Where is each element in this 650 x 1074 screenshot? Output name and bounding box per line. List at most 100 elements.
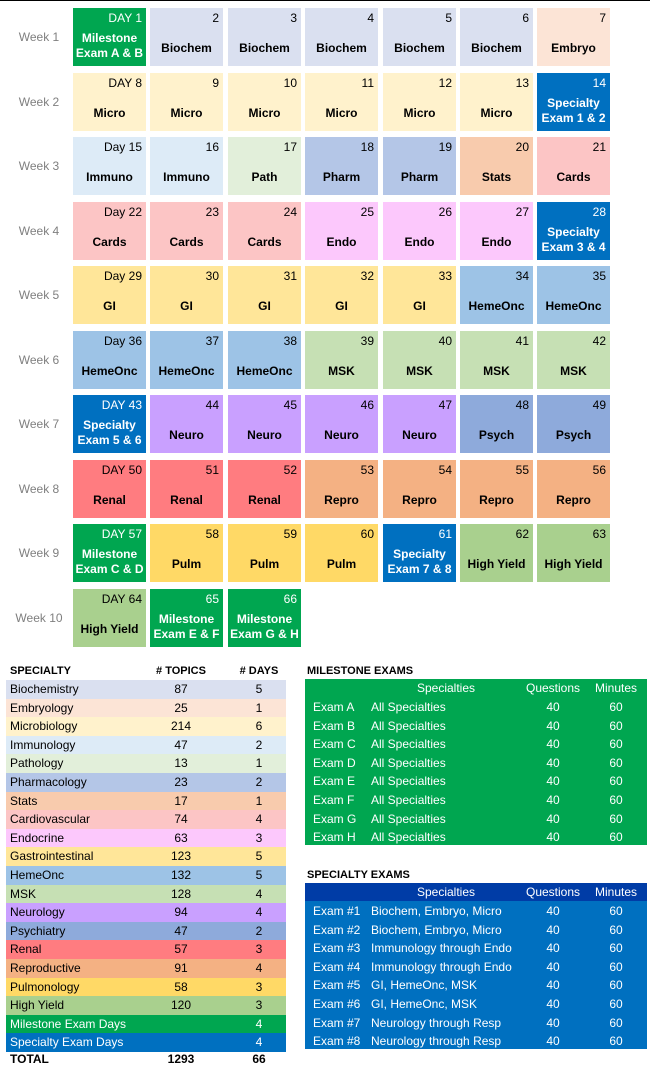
topic-count: 123 [170,849,192,864]
week-label: Week 5 [18,288,60,302]
calendar-day-cell: 19 Pharm [383,137,456,195]
exam-name: Exam H [313,830,356,845]
table-row: Exam H All Specialties 40 60 [305,828,647,847]
subject-label: Exam G & H [230,626,299,641]
calendar-day-cell: 55 Repro [460,459,533,518]
subject-label: MSK [328,363,355,378]
specialty-name: Reproductive [10,961,81,975]
day-number: 12 [438,75,452,90]
day-number: 19 [438,140,452,154]
calendar-day-cell: 63 High Yield [537,524,610,582]
exam-minutes: 60 [609,718,623,733]
exam-minutes: 60 [609,997,623,1011]
day-number: 26 [438,204,452,219]
calendar-day-cell: 45 Neuro [228,395,301,453]
subject-label: HemeOnc [545,299,602,313]
exam-questions: 40 [546,811,560,826]
subject-label: Cards [92,234,127,249]
calendar-day-cell: 49 Psych [537,395,610,453]
exam-name: Exam #7 [313,1015,361,1030]
day-number: 4 [367,11,374,25]
calendar-day-cell: 16 Immuno [150,137,223,195]
subject-label: Specialty [83,418,136,432]
table-row: Exam #1 Biochem, Embryo, Micro 40 60 [305,902,647,921]
header-topics: # TOPICS [156,665,206,677]
calendar-day-cell: 10 Micro [228,72,301,131]
header-specialty: SPECIALTY [10,665,71,677]
exam-questions: 40 [546,941,560,956]
subject-label: MSK [483,363,510,378]
topic-count: 13 [174,756,188,771]
subject-label: Cards [169,234,204,249]
subject-label: Specialty [547,95,600,110]
subject-label: Micro [480,105,513,120]
day-count: 4 [255,1016,263,1031]
milestone-exams-title: MILESTONE EXAMS [307,665,414,677]
subject-label: HemeOnc [236,363,293,378]
subject-label: Psych [555,428,592,442]
subject-label: Biochem [239,41,290,55]
day-number: 65 [205,591,219,606]
day-number: 23 [205,204,219,219]
exam-questions: 40 [546,774,560,789]
day-number: 39 [360,333,374,348]
calendar-day-cell: Day 15 Immuno [73,137,146,195]
table-row: Pathology 13 1 [6,754,286,773]
topic-count: 25 [174,700,188,715]
specialty-name: HemeOnc [10,868,65,882]
subject-label: Endo [326,234,357,249]
exam-questions: 40 [546,718,560,733]
day-count: 3 [255,942,263,957]
day-number: 47 [438,398,452,412]
day-number: DAY 1 [108,11,142,25]
table-row: Immunology 47 2 [6,735,286,755]
subject-label: Micro [93,105,126,120]
day-number: 41 [515,333,529,348]
topic-count: 63 [174,830,188,845]
calendar-day-cell: DAY 8 Micro [73,72,146,131]
day-number: 51 [205,462,219,477]
calendar-day-cell: 37 HemeOnc [150,330,223,389]
calendar-day-cell: 9 Micro [150,72,223,131]
subject-label: Repro [479,492,514,507]
day-number: Day 15 [103,140,142,154]
calendar-day-cell: 23 Cards [150,201,223,260]
day-number: 27 [515,204,529,219]
day-number: 40 [438,333,452,348]
calendar-day-cell: DAY 57 Milestone Exam C & D [73,524,146,582]
day-number: 58 [205,527,219,541]
day-number: 62 [515,527,529,541]
topic-count: 87 [174,682,188,696]
week-label: Week 2 [18,94,60,109]
table-row: Exam E All Specialties 40 60 [305,772,647,791]
exam-minutes: 60 [609,978,623,993]
calendar-day-cell: 26 Endo [383,201,456,260]
day-number: 35 [592,269,606,283]
day-number: 38 [283,333,297,348]
subject-label: Biochem [471,41,522,55]
specialty-name: High Yield [10,998,65,1013]
day-count: 1 [255,756,263,771]
calendar-day-cell: 53 Repro [305,459,378,518]
day-number: 30 [205,269,219,283]
calendar-day-cell: 58 Pulm [150,524,223,582]
table-row: High Yield 120 3 [6,996,286,1015]
subject-label: Micro [248,105,281,120]
calendar-day-cell: 3 Biochem [228,8,301,66]
milestone-exams-table: Specialties Questions Minutes Exam A All … [305,679,647,845]
calendar-day-cell: 38 HemeOnc [228,330,301,389]
day-number: 37 [205,333,219,348]
exam-minutes: 60 [609,922,623,937]
exam-name: Exam #4 [313,959,361,974]
table-row: Reproductive 91 4 [6,959,286,978]
day-number: Day 22 [103,204,142,219]
subject-label: Renal [93,492,126,507]
table-row: Biochemistry 87 5 [6,680,286,699]
subject-label: Micro [170,105,203,120]
calendar-day-cell: 32 GI [305,266,378,324]
exam-questions: 40 [546,700,560,714]
topic-count: 214 [170,719,192,734]
day-count: 4 [255,1035,263,1050]
calendar-day-cell: 24 Cards [228,201,301,260]
day-number: 11 [361,75,374,90]
